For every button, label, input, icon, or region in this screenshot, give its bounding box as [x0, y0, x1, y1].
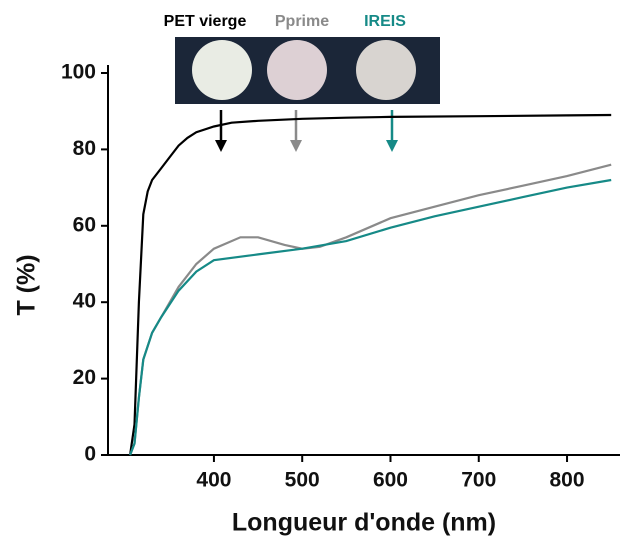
legend-label: Pprime — [275, 13, 329, 30]
y-tick-label: 60 — [73, 213, 96, 236]
arrows — [215, 110, 398, 152]
y-tick-label: 40 — [73, 290, 96, 313]
sample-disc — [356, 40, 416, 100]
legend-label: IREIS — [364, 13, 406, 30]
y-axis-title: T (%) — [13, 254, 41, 315]
x-tick-label: 600 — [373, 469, 408, 492]
x-tick-label: 400 — [196, 469, 231, 492]
x-tick-label: 500 — [285, 469, 320, 492]
y-tick-label: 100 — [61, 61, 96, 84]
y-tick-label: 80 — [73, 137, 96, 160]
x-tick-label: 800 — [550, 469, 585, 492]
x-tick-label: 700 — [461, 469, 496, 492]
series-line — [129, 178, 612, 456]
y-tick-label: 0 — [84, 443, 96, 466]
sample-disc — [192, 40, 252, 100]
series-line — [129, 163, 612, 456]
series-line — [129, 113, 612, 456]
x-axis-title: Longueur d'onde (nm) — [232, 509, 496, 537]
legend-label: PET vierge — [164, 13, 247, 30]
sample-disc — [267, 40, 327, 100]
y-tick-label: 20 — [73, 366, 96, 389]
